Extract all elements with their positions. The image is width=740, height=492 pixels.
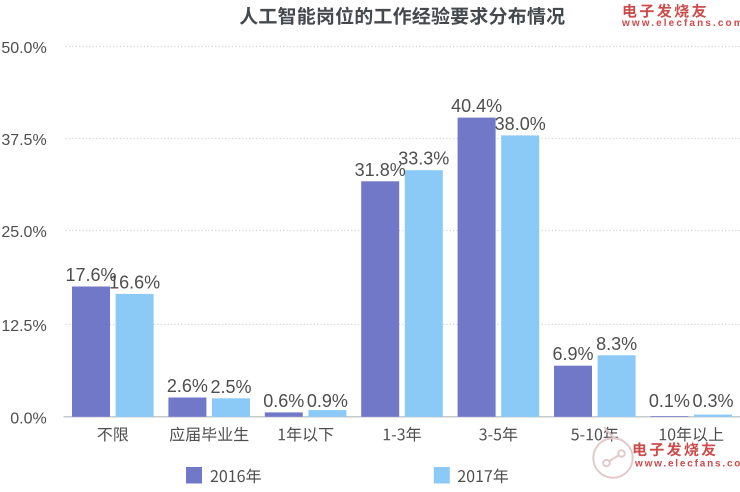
svg-text:0.9%: 0.9% bbox=[307, 391, 348, 411]
svg-text:0.1%: 0.1% bbox=[649, 391, 690, 411]
svg-text:www.elecfans.com: www.elecfans.com bbox=[621, 18, 740, 29]
svg-text:50.0%: 50.0% bbox=[1, 40, 46, 57]
svg-text:0.6%: 0.6% bbox=[263, 391, 304, 411]
svg-text:31.8%: 31.8% bbox=[355, 160, 406, 180]
svg-text:16.6%: 16.6% bbox=[109, 272, 160, 292]
svg-text:17.6%: 17.6% bbox=[65, 265, 116, 285]
svg-text:0.3%: 0.3% bbox=[692, 391, 733, 411]
svg-text:12.5%: 12.5% bbox=[1, 318, 46, 335]
svg-text:38.0%: 38.0% bbox=[495, 114, 546, 134]
svg-text:2.5%: 2.5% bbox=[210, 377, 251, 397]
svg-text:8.3%: 8.3% bbox=[596, 334, 637, 354]
svg-text:40.4%: 40.4% bbox=[451, 96, 502, 116]
svg-text:0.0%: 0.0% bbox=[10, 410, 46, 427]
svg-text:2.6%: 2.6% bbox=[167, 376, 208, 396]
svg-text:6.9%: 6.9% bbox=[552, 344, 593, 364]
svg-text:25.0%: 25.0% bbox=[1, 224, 46, 241]
svg-text:37.5%: 37.5% bbox=[1, 132, 46, 149]
svg-text:33.3%: 33.3% bbox=[398, 149, 449, 169]
svg-text:www.elecfans.com: www.elecfans.com bbox=[634, 459, 740, 470]
